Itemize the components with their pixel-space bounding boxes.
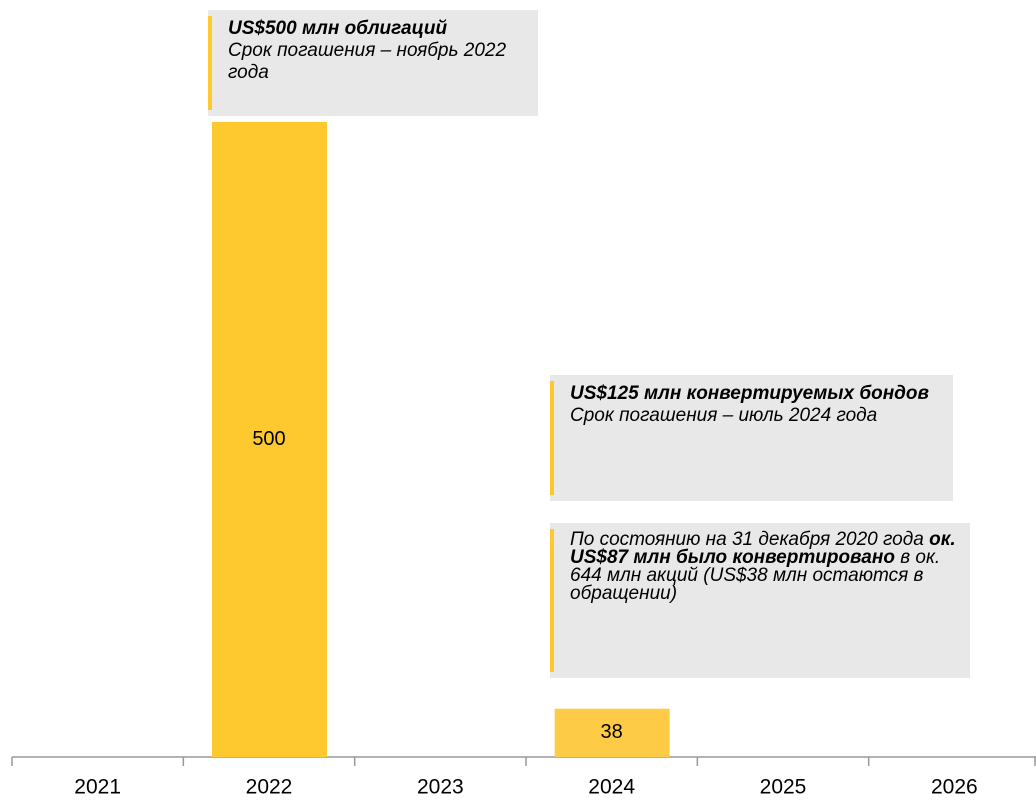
annotation-text: в ок. 644 млн акций (US$38 млн остаются …	[570, 547, 941, 604]
annotation-text: Срок погашения – июль 2024 года	[570, 405, 878, 426]
x-tick-label: 2025	[760, 776, 807, 799]
x-tick-label: 2023	[417, 776, 464, 799]
x-tick-label: 2026	[931, 776, 978, 799]
annotation-text: По состоянию на 31 декабря 2020 года	[570, 529, 930, 550]
annotation-text: ок. US$87 млн было конвертировано	[570, 529, 956, 568]
value-label: 38	[601, 721, 623, 743]
bar	[212, 122, 327, 757]
annotation: US$500 млн облигаций Срок погашения – ноя…	[208, 10, 538, 116]
x-tick-label: 2021	[74, 776, 121, 799]
annotation: US$125 млн конвертируемых бондов Срок пог…	[550, 375, 953, 501]
annotation: По состоянию на 31 декабря 2020 года ок.…	[550, 523, 970, 678]
annotation-text: Срок погашения – ноябрь 2022 года	[228, 40, 507, 83]
annotation-text: US$125 млн конвертируемых бондов	[570, 383, 930, 404]
bar	[554, 708, 670, 757]
x-tick-label: 2024	[588, 776, 635, 799]
x-tick-label: 2022	[246, 776, 293, 799]
annotation-text: US$500 млн облигаций	[228, 18, 448, 39]
value-label: 500	[252, 428, 285, 450]
